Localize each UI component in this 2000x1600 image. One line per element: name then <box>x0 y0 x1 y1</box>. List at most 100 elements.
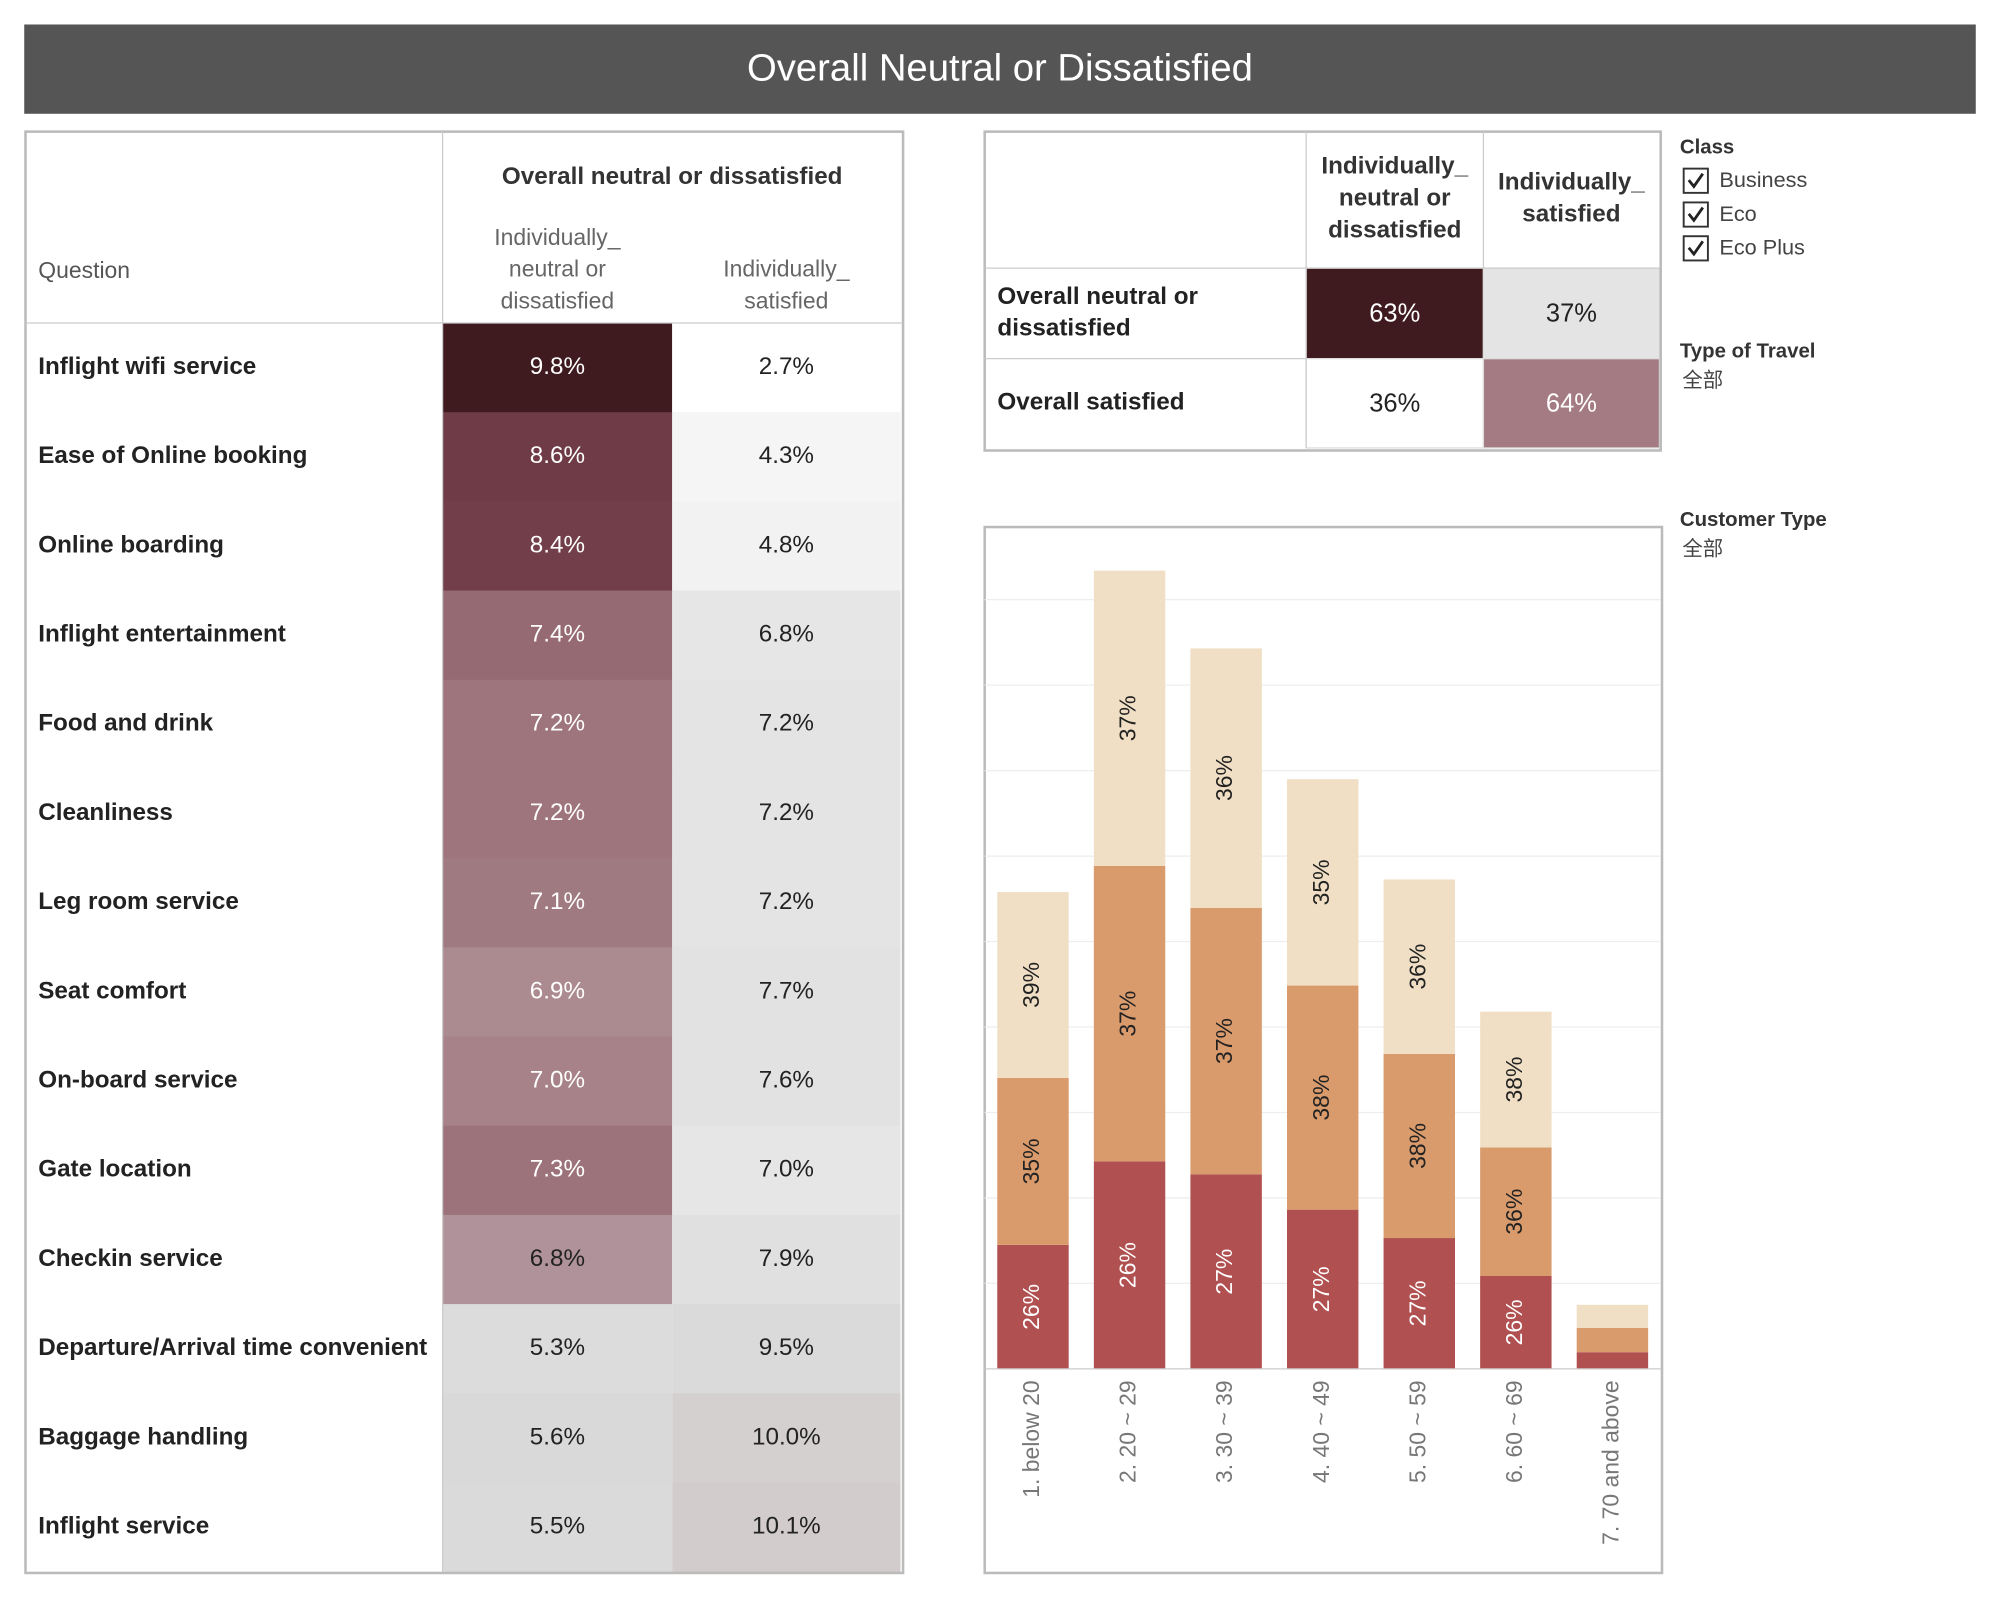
heat-cell <box>442 1393 673 1484</box>
check-mark <box>1687 206 1704 223</box>
highlight-cell <box>1305 267 1485 360</box>
segment-label: 38% <box>1404 1123 1430 1169</box>
row-label: On-board service <box>38 1067 237 1094</box>
x-tick-label: 5. 50 ~ 59 <box>1404 1380 1430 1483</box>
bar-segment <box>1576 1352 1649 1369</box>
heat-cell <box>442 1304 673 1394</box>
column-header: satisfied <box>744 288 828 314</box>
bar-segment <box>1190 907 1262 1175</box>
heat-cell <box>672 679 901 770</box>
segment-label: 26% <box>1018 1284 1044 1330</box>
heat-cell <box>442 412 673 502</box>
cell-label: 9.8% <box>530 353 585 380</box>
x-tick-label: 4. 40 ~ 49 <box>1308 1380 1334 1483</box>
cell-label: 6.9% <box>530 977 585 1004</box>
cell-label: 9.5% <box>759 1334 814 1361</box>
bar-segment <box>1190 1174 1262 1369</box>
row-label: Checkin service <box>38 1245 222 1272</box>
segment-label: 36% <box>1211 755 1237 801</box>
filter-title: Class <box>1680 137 1734 159</box>
cell-label: 7.7% <box>759 977 814 1004</box>
cell-label: 63% <box>1369 299 1420 327</box>
bar-segment <box>1093 570 1166 866</box>
heat-cell <box>442 679 673 770</box>
checkbox[interactable] <box>1682 235 1709 262</box>
heat-cell <box>442 768 673 859</box>
highlight-cell <box>1305 358 1485 449</box>
column-header: Individually_ <box>723 256 850 282</box>
cell-label: 2.7% <box>759 353 814 380</box>
x-tick-label: 2. 20 ~ 29 <box>1115 1380 1141 1483</box>
column-header: satisfied <box>1522 201 1620 228</box>
segment-label: 38% <box>1501 1057 1527 1103</box>
heat-cell <box>442 947 673 1038</box>
row-label: Leg room service <box>38 888 239 915</box>
cell-label: 5.3% <box>530 1334 585 1361</box>
cell-label: 7.2% <box>530 799 585 826</box>
dashboard-title: Overall Neutral or Dissatisfied <box>747 47 1253 90</box>
filter-option[interactable]: Business <box>1719 167 1807 192</box>
segment-label: 37% <box>1211 1018 1237 1064</box>
title-bar <box>24 24 1976 114</box>
cell-label: 5.5% <box>530 1512 585 1539</box>
heat-cell <box>672 858 901 948</box>
heat-cell <box>672 1393 901 1484</box>
cell-label: 4.8% <box>759 531 814 558</box>
cell-label: 36% <box>1369 389 1420 417</box>
column-header: Individually_ <box>494 224 621 250</box>
heat-cell <box>442 1125 673 1216</box>
bar-segment <box>997 1244 1069 1369</box>
row-label: Food and drink <box>38 710 213 737</box>
cell-label: 37% <box>1546 299 1597 327</box>
segment-label: 36% <box>1501 1189 1527 1235</box>
checkbox[interactable] <box>1682 167 1709 194</box>
row-label: Inflight wifi service <box>38 353 256 380</box>
heat-cell <box>442 590 673 681</box>
heat-cell <box>672 412 901 502</box>
column-header: Individually_ <box>1321 153 1468 180</box>
cell-label: 7.3% <box>530 1156 585 1183</box>
row-label: Departure/Arrival time convenient <box>38 1334 427 1361</box>
filter-title: Customer Type <box>1680 509 1827 531</box>
heat-cell <box>672 322 901 413</box>
filter-option[interactable]: Eco Plus <box>1719 235 1805 260</box>
bar-segment <box>1480 1147 1552 1276</box>
x-tick-label: 6. 60 ~ 69 <box>1501 1380 1527 1483</box>
segment-label: 39% <box>1018 962 1044 1008</box>
filter-value[interactable]: 全部 <box>1682 369 1723 392</box>
cell-label: 7.0% <box>759 1156 814 1183</box>
cell-label: 6.8% <box>530 1245 585 1272</box>
cell-label: 7.6% <box>759 1067 814 1094</box>
filter-value[interactable]: 全部 <box>1682 537 1723 560</box>
column-header: neutral or <box>509 256 606 282</box>
row-label: Overall neutral or <box>997 283 1198 310</box>
cell-label: 7.0% <box>530 1067 585 1094</box>
heat-cell <box>672 768 901 859</box>
bar-segment <box>1383 1238 1455 1369</box>
bar-segment <box>1286 779 1359 986</box>
row-label: Inflight entertainment <box>38 621 286 648</box>
bar-segment <box>1576 1327 1649 1353</box>
heat-cell <box>442 1482 673 1573</box>
segment-label: 37% <box>1115 695 1141 741</box>
segment-label: 36% <box>1404 944 1430 990</box>
filter-title: Type of Travel <box>1680 341 1816 363</box>
row-label: Gate location <box>38 1156 191 1183</box>
cell-label: 64% <box>1546 389 1597 417</box>
segment-label: 37% <box>1115 991 1141 1037</box>
segment-label: 27% <box>1308 1266 1334 1312</box>
heat-cell <box>442 501 673 592</box>
highlight-cell <box>1482 267 1661 360</box>
segment-label: 27% <box>1404 1280 1430 1326</box>
bar-segment <box>997 1077 1069 1245</box>
column-group: Overall neutral or dissatisfied <box>502 163 843 190</box>
heat-cell <box>672 947 901 1038</box>
heat-cell <box>672 1214 901 1305</box>
check-mark <box>1687 172 1704 189</box>
cell-label: 7.2% <box>759 710 814 737</box>
filter-option[interactable]: Eco <box>1719 201 1756 226</box>
row-label: Seat comfort <box>38 977 186 1004</box>
checkbox[interactable] <box>1682 201 1709 228</box>
cell-label: 7.4% <box>530 621 585 648</box>
column-header: Individually_ <box>1498 169 1645 196</box>
